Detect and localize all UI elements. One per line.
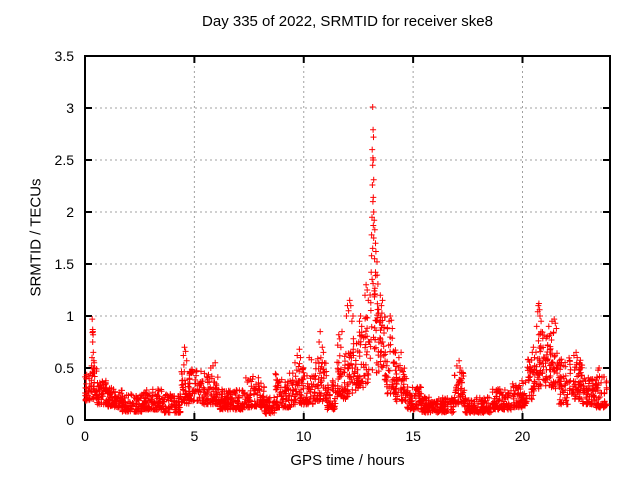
x-axis-label: GPS time / hours [290, 452, 405, 469]
y-tick-label: 1 [66, 308, 74, 324]
x-tick-label: 10 [296, 428, 312, 444]
y-tick-label: 3 [66, 100, 74, 116]
x-tick-label: 5 [190, 428, 198, 444]
data-points [82, 104, 610, 417]
y-tick-label: 2.5 [55, 152, 75, 168]
y-tick-label: 2 [66, 204, 74, 220]
plot-border [84, 55, 611, 421]
gridlines [85, 56, 610, 420]
tick-labels: 0 5 10 15 20 0 0.5 1 1.5 2 2.5 3 3.5 [55, 48, 531, 444]
x-tick-label: 0 [81, 428, 89, 444]
chart-title: Day 335 of 2022, SRMTID for receiver ske… [202, 13, 493, 30]
ticks [84, 55, 610, 421]
y-tick-label: 1.5 [55, 256, 75, 272]
y-tick-label: 3.5 [55, 48, 75, 64]
x-tick-label: 15 [405, 428, 421, 444]
y-tick-label: 0.5 [55, 360, 75, 376]
y-tick-label: 0 [66, 412, 74, 428]
x-tick-label: 20 [515, 428, 531, 444]
